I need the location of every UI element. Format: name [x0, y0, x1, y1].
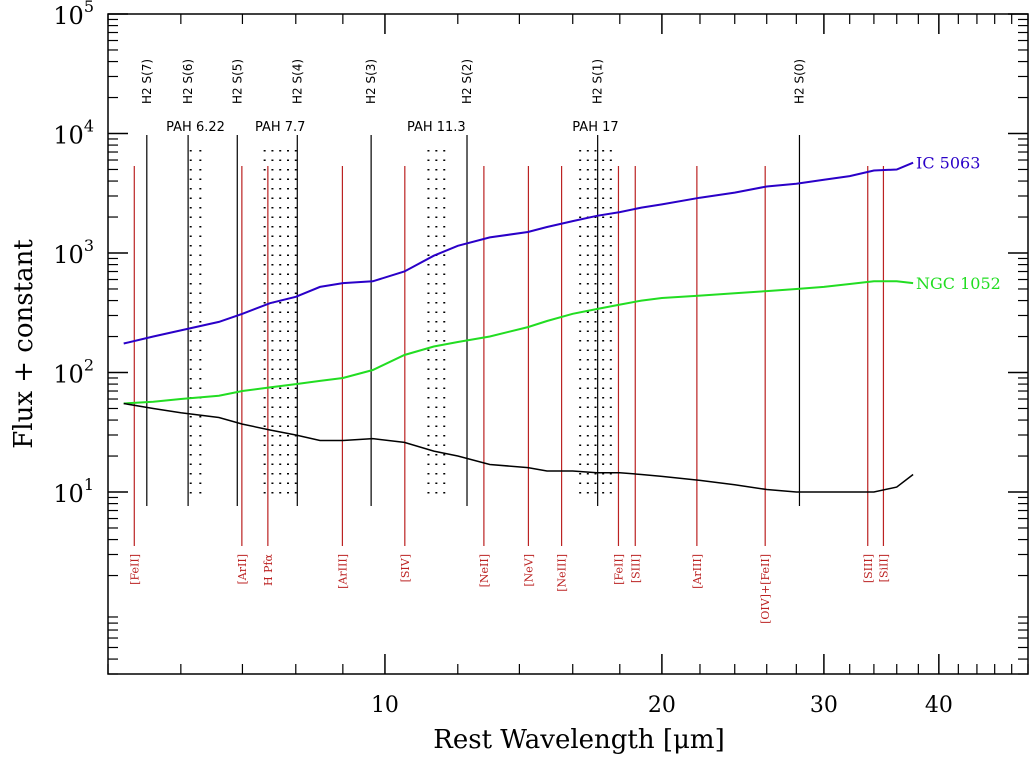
fine-structure-label: [SIII]	[862, 554, 875, 583]
data-series	[123, 161, 914, 493]
pah-band-label: PAH 6.22	[166, 120, 225, 135]
fine-structure-label: [ArII]	[236, 554, 249, 584]
x-axis-label: Rest Wavelength [μm]	[433, 725, 724, 755]
pah-band-label: PAH 11.3	[407, 120, 466, 135]
h2-line-label: H2 S(6)	[181, 59, 195, 104]
fine-structure-label: [FeII]	[128, 554, 141, 585]
series-line	[123, 161, 914, 345]
pah-band-label: PAH 7.7	[255, 120, 305, 135]
fine-structure-label: [NeV]	[522, 554, 535, 587]
pah-bands: PAH 6.22 PAH 7.7 PAH 11.3 PAH 17	[166, 120, 619, 500]
y-tick-label: 101	[53, 475, 94, 508]
h2-line-label: H2 S(7)	[140, 59, 154, 104]
x-tick-label: 20	[648, 693, 676, 718]
fine-structure-lines: [FeII] [ArII] H Pfα [ArIII] [SIV] [NeII] [NeV]…	[128, 166, 890, 624]
plot-frame	[107, 13, 1029, 675]
h2-line-label: H2 S(5)	[230, 59, 244, 104]
fine-structure-label: [ArIII]	[336, 554, 349, 589]
h2-line-label: H2 S(3)	[364, 59, 378, 104]
series-label: NGC 1052	[916, 274, 1001, 293]
fine-structure-label: [SIII]	[629, 554, 642, 583]
h2-lines: H2 S(7) H2 S(6) H2 S(5) H2 S(4) H2 S(3) H2 S(…	[140, 59, 806, 506]
y-tick-label: 103	[53, 236, 94, 269]
y-axis-label: Flux + constant	[9, 239, 39, 449]
y-tick-label: 104	[53, 117, 94, 150]
x-tick-label: 30	[810, 693, 838, 718]
series-line	[123, 280, 914, 405]
fine-structure-label: [FeII]	[612, 554, 625, 585]
fine-structure-label: [SiII]	[877, 554, 890, 582]
pah-band-label: PAH 17	[572, 120, 618, 135]
fine-structure-label: H Pfα	[262, 553, 275, 586]
fine-structure-label: [OIV]+[FeII]	[759, 554, 772, 624]
h2-line-label: H2 S(2)	[460, 59, 474, 104]
fine-structure-label: [SIV]	[399, 554, 412, 582]
series-line	[123, 402, 914, 493]
fine-structure-label: [NeIII]	[556, 554, 569, 592]
fine-structure-label: [NeII]	[478, 554, 491, 587]
fine-structure-label: [ArIII]	[691, 554, 704, 589]
h2-line-label: H2 S(1)	[591, 59, 605, 104]
x-tick-label: 40	[925, 693, 953, 718]
h2-line-label: H2 S(4)	[290, 59, 304, 104]
y-tick-label: 102	[53, 356, 94, 389]
axis-ticks: 101 102 103 104 105 10 20 30 40	[53, 0, 1029, 718]
y-tick-label: 105	[53, 0, 94, 30]
series-labels: IC 5063 NGC 1052	[916, 154, 1001, 293]
x-tick-label: 10	[371, 693, 399, 718]
series-label: IC 5063	[916, 154, 980, 173]
h2-line-label: H2 S(0)	[792, 59, 806, 104]
